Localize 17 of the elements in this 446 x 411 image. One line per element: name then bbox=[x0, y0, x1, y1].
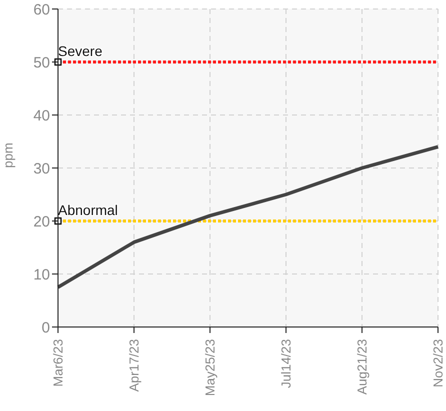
x-tick-label: May25/23 bbox=[202, 339, 218, 396]
y-tick-label: 0 bbox=[42, 319, 50, 336]
y-tick-label: 40 bbox=[33, 107, 50, 124]
x-tick-label: Jul14/23 bbox=[278, 339, 294, 388]
x-tick-label: Nov2/23 bbox=[430, 339, 446, 388]
line-series bbox=[56, 145, 440, 289]
x-tick-label: Mar6/23 bbox=[50, 339, 66, 387]
ref-line-label: Abnormal bbox=[58, 202, 118, 218]
y-tick-label: 50 bbox=[33, 54, 50, 72]
x-tick-label: Apr17/23 bbox=[126, 339, 142, 392]
ref-line-label: Severe bbox=[58, 43, 103, 59]
y-tick-label: 20 bbox=[33, 213, 50, 230]
y-axis-title: ppm bbox=[0, 142, 16, 168]
x-tick-label: Aug21/23 bbox=[354, 339, 370, 395]
y-tick-label: 10 bbox=[33, 266, 50, 284]
y-tick-label: 30 bbox=[33, 160, 50, 178]
y-tick-label: 60 bbox=[33, 1, 50, 18]
